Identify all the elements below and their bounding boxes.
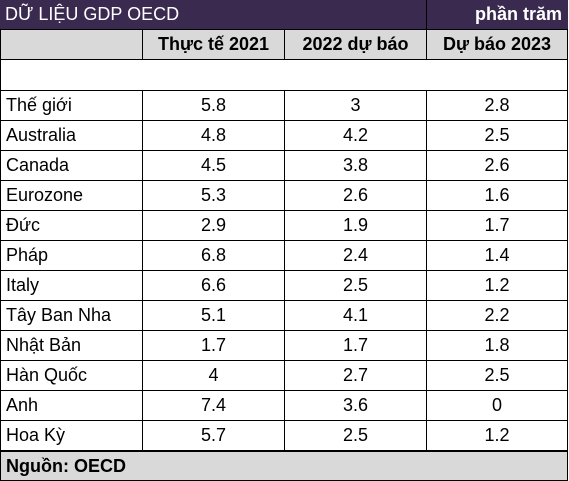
value-2021: 5.1 (143, 301, 285, 330)
source-text: Nguồn: OECD (1, 452, 567, 480)
value-2021: 5.8 (143, 91, 285, 120)
value-2023: 1.8 (427, 331, 568, 360)
value-2022: 3 (285, 91, 427, 120)
header-blank (1, 30, 143, 59)
country-name: Canada (1, 151, 143, 180)
value-2023: 1.2 (427, 271, 568, 300)
country-name: Thế giới (1, 91, 143, 120)
value-2021: 5.3 (143, 181, 285, 210)
value-2021: 4.5 (143, 151, 285, 180)
value-2022: 2.5 (285, 421, 427, 450)
value-2023: 1.2 (427, 421, 568, 450)
value-2021: 1.7 (143, 331, 285, 360)
value-2022: 2.6 (285, 181, 427, 210)
value-2022: 4.2 (285, 121, 427, 150)
country-name: Pháp (1, 241, 143, 270)
table-row: Thế giới 5.8 3 2.8 (0, 91, 568, 121)
country-name: Hoa Kỳ (1, 421, 143, 450)
value-2021: 5.7 (143, 421, 285, 450)
value-2021: 7.4 (143, 391, 285, 420)
header-row: Thực tế 2021 2022 dự báo Dự báo 2023 (0, 30, 568, 60)
table-title: DỮ LIỆU GDP OECD (0, 0, 427, 29)
country-name: Đức (1, 211, 143, 240)
table-row: Nhật Bản 1.7 1.7 1.8 (0, 331, 568, 361)
value-2022: 4.1 (285, 301, 427, 330)
table-row: Pháp 6.8 2.4 1.4 (0, 241, 568, 271)
value-2023: 1.6 (427, 181, 568, 210)
value-2022: 2.4 (285, 241, 427, 270)
country-name: Italy (1, 271, 143, 300)
table-row: Eurozone 5.3 2.6 1.6 (0, 181, 568, 211)
value-2023: 2.2 (427, 301, 568, 330)
country-name: Australia (1, 121, 143, 150)
value-2021: 4 (143, 361, 285, 390)
value-2023: 2.5 (427, 361, 568, 390)
header-col-2023: Dự báo 2023 (427, 30, 568, 59)
value-2023: 2.6 (427, 151, 568, 180)
table-row: Italy 6.6 2.5 1.2 (0, 271, 568, 301)
value-2021: 4.8 (143, 121, 285, 150)
value-2022: 2.7 (285, 361, 427, 390)
value-2022: 3.6 (285, 391, 427, 420)
value-2023: 0 (427, 391, 568, 420)
value-2022: 1.9 (285, 211, 427, 240)
unit-label: phần trăm (474, 4, 562, 24)
table-row: Tây Ban Nha 5.1 4.1 2.2 (0, 301, 568, 331)
spacer-row (0, 60, 568, 91)
value-2022: 2.5 (285, 271, 427, 300)
value-2022: 1.7 (285, 331, 427, 360)
value-2023: 2.8 (427, 91, 568, 120)
value-2023: 2.5 (427, 121, 568, 150)
value-2021: 6.6 (143, 271, 285, 300)
value-2022: 3.8 (285, 151, 427, 180)
header-col-2022: 2022 dự báo (285, 30, 427, 59)
country-name: Tây Ban Nha (1, 301, 143, 330)
table-row: Australia 4.8 4.2 2.5 (0, 121, 568, 151)
country-name: Anh (1, 391, 143, 420)
table-row: Hàn Quốc 4 2.7 2.5 (0, 361, 568, 391)
value-2023: 1.7 (427, 211, 568, 240)
source-row: Nguồn: OECD (0, 451, 568, 481)
table-row: Hoa Kỳ 5.7 2.5 1.2 (0, 421, 568, 451)
country-name: Eurozone (1, 181, 143, 210)
value-2021: 2.9 (143, 211, 285, 240)
country-name: Hàn Quốc (1, 361, 143, 390)
title-row: DỮ LIỆU GDP OECD phần trăm (0, 0, 568, 30)
value-2023: 1.4 (427, 241, 568, 270)
table-row: Anh 7.4 3.6 0 (0, 391, 568, 421)
table-row: Đức 2.9 1.9 1.7 (0, 211, 568, 241)
country-name: Nhật Bản (1, 331, 143, 360)
header-col-2021: Thực tế 2021 (143, 30, 285, 59)
table-row: Canada 4.5 3.8 2.6 (0, 151, 568, 181)
value-2021: 6.8 (143, 241, 285, 270)
